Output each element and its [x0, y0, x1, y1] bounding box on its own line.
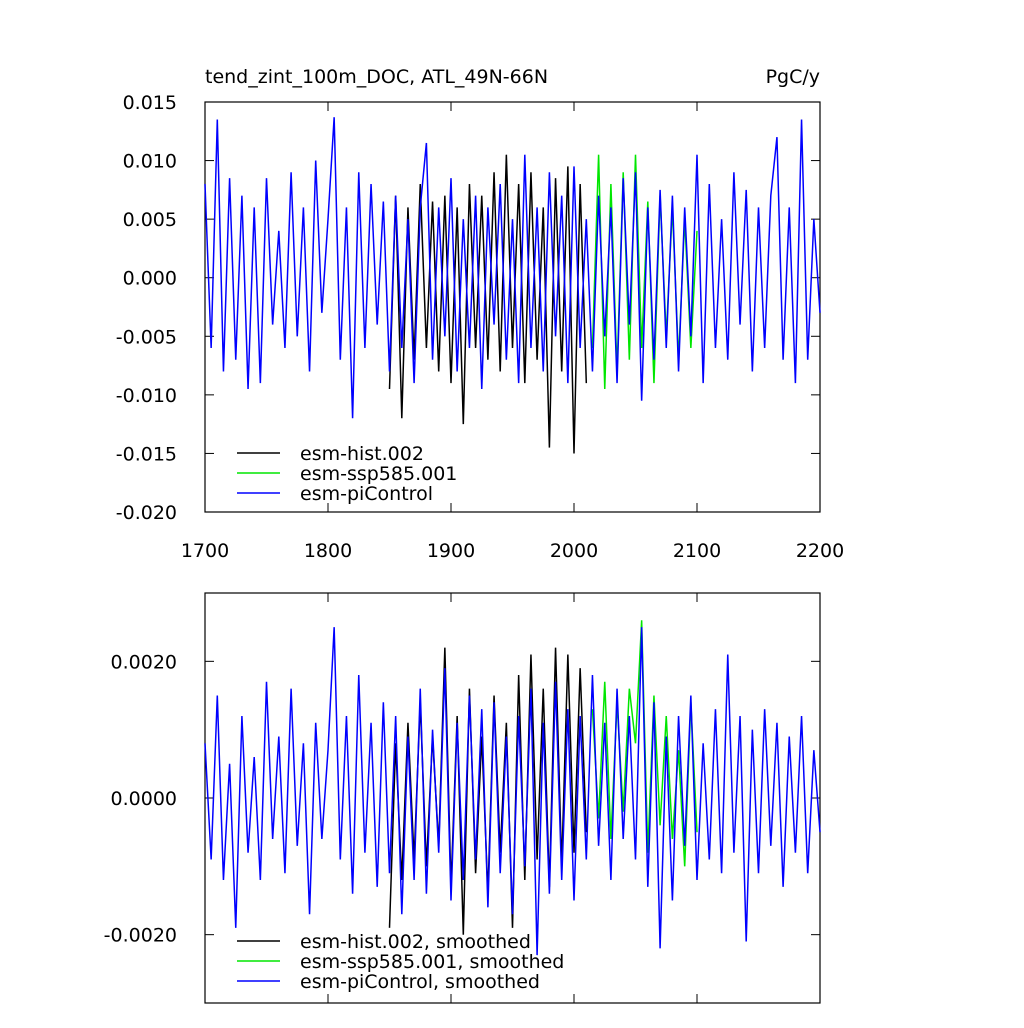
- y-tick-label: 0.000: [123, 268, 177, 290]
- series-line: [204, 627, 821, 956]
- series-line: [204, 117, 821, 419]
- y-tick-label: -0.020: [116, 502, 177, 524]
- x-tick-label: 1700: [181, 540, 229, 562]
- y-tick-label: 0.010: [123, 151, 177, 173]
- y-tick-label: -0.015: [116, 443, 177, 465]
- x-tick-label: 2100: [673, 540, 721, 562]
- y-tick-label: -0.005: [116, 326, 177, 348]
- y-tick-label: -0.010: [116, 385, 177, 407]
- plot-frame: [204, 101, 821, 513]
- legend-label: esm-piControl, smoothed: [300, 971, 540, 993]
- legend-label: esm-hist.002: [300, 443, 424, 465]
- y-tick-label: 0.0020: [111, 651, 177, 673]
- chart-title: tend_zint_100m_DOC, ATL_49N-66N: [205, 66, 548, 88]
- y-tick-label: -0.0020: [104, 925, 177, 947]
- units-label: PgC/y: [766, 66, 820, 88]
- legend-label: esm-piControl: [300, 483, 433, 505]
- legend-label: esm-ssp585.001, smoothed: [300, 951, 564, 973]
- legend-label: esm-ssp585.001: [300, 463, 457, 485]
- x-tick-label: 1800: [304, 540, 352, 562]
- x-tick-label: 2200: [796, 540, 844, 562]
- legend-label: esm-hist.002, smoothed: [300, 931, 531, 953]
- x-tick-label: 1900: [427, 540, 475, 562]
- y-tick-label: 0.0000: [111, 788, 177, 810]
- y-tick-label: 0.015: [123, 92, 177, 114]
- y-tick-label: 0.005: [123, 209, 177, 231]
- x-tick-label: 2000: [550, 540, 598, 562]
